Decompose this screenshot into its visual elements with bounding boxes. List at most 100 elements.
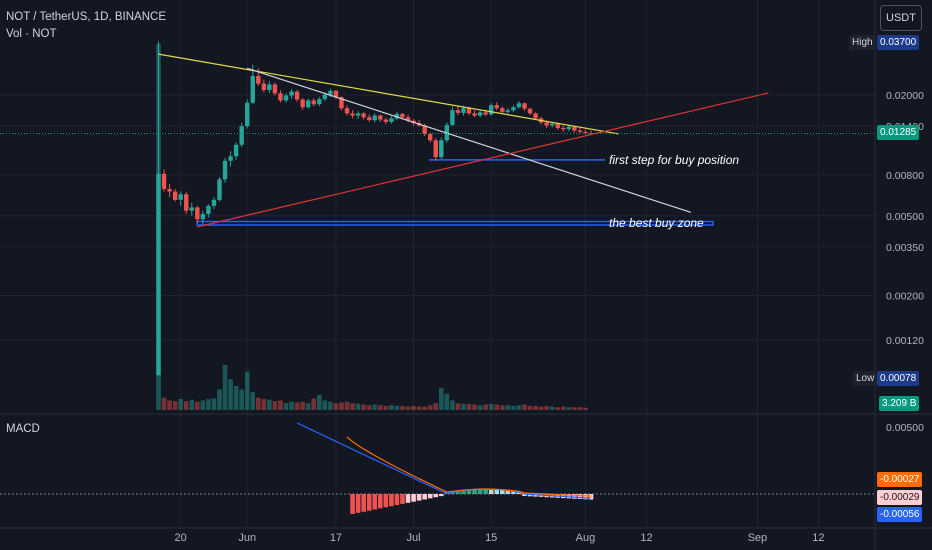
volume-bar — [416, 406, 422, 410]
volume-bar — [311, 398, 317, 410]
candle-body — [466, 108, 472, 114]
candle-body — [394, 113, 400, 119]
volume-bar — [244, 371, 250, 410]
candle-body — [572, 126, 577, 131]
candle-body — [294, 91, 300, 100]
volume-value-label: 3.209 B — [879, 396, 920, 411]
candle-body — [328, 90, 333, 95]
macd-histogram-bar — [533, 494, 538, 497]
macd-histogram-bar — [461, 490, 466, 494]
time-tick-label: 20 — [175, 532, 187, 544]
symbol-legend[interactable]: NOT / TetherUS, 1D, BINANCE — [6, 11, 166, 23]
candle-body — [577, 130, 583, 132]
macd-pane — [0, 422, 875, 514]
volume-bar — [444, 393, 450, 410]
candle-body — [511, 107, 516, 111]
macd-histogram-bar — [455, 490, 461, 494]
candle-body — [228, 156, 233, 161]
candle-body — [494, 105, 499, 109]
candle-body — [278, 93, 283, 101]
candle-body — [361, 113, 366, 118]
candle-body — [206, 205, 211, 215]
axes: 0.020000.014000.008000.005000.003500.002… — [175, 90, 925, 544]
volume-bar — [405, 406, 411, 410]
volume-bar — [317, 394, 322, 410]
volume-bar — [305, 403, 311, 410]
macd-legend[interactable]: MACD — [6, 423, 40, 435]
volume-bar — [583, 407, 588, 410]
candle-body — [239, 126, 244, 145]
volume-bar — [300, 401, 305, 410]
volume-bar — [538, 406, 544, 410]
macd-tick-label: 0.00500 — [886, 422, 924, 434]
candle-body — [505, 110, 511, 112]
macd-histogram-bar — [494, 489, 500, 494]
macd-histogram-bar — [450, 491, 455, 494]
candle-body — [372, 115, 377, 121]
volume-bar — [555, 407, 561, 410]
price-tick-label: 0.00200 — [886, 291, 924, 303]
volume-bar — [383, 405, 389, 410]
volume-bar — [261, 399, 267, 410]
volume-bar — [206, 399, 211, 410]
macd-signal-label: -0.00056 — [877, 507, 923, 522]
candle-body — [344, 108, 350, 114]
candle-body — [400, 113, 405, 118]
volume-bar — [494, 404, 500, 410]
candle-body — [211, 199, 217, 206]
price-tick-label: 0.00120 — [886, 335, 924, 347]
candle-body — [544, 122, 549, 126]
volume-bar — [483, 404, 488, 410]
macd-histogram-bar — [355, 494, 361, 513]
high-label: High — [849, 35, 876, 50]
trendlines: first step for buy position the best buy … — [0, 53, 875, 230]
candle-body — [527, 108, 533, 114]
candle-body — [516, 103, 522, 108]
macd-histogram-bar — [499, 490, 505, 494]
macd-histogram-bar — [361, 494, 366, 512]
volume-bar — [577, 407, 583, 410]
candle-body — [455, 110, 461, 113]
volume-bar — [533, 405, 538, 410]
macd-histogram-bar — [372, 494, 378, 510]
volume-bar — [544, 405, 549, 410]
volume-bar — [472, 404, 477, 410]
currency-unit-button[interactable]: USDT — [880, 5, 922, 31]
signal-line — [346, 436, 592, 497]
price-tick-label: 0.00800 — [886, 170, 924, 182]
volume-bar — [250, 392, 256, 410]
volume-legend[interactable]: Vol · NOT — [6, 28, 57, 40]
volume-bar — [322, 400, 328, 410]
time-tick-label: Sep — [748, 532, 768, 544]
volume-bar — [549, 406, 555, 410]
macd-histogram-bar — [350, 494, 355, 514]
volume-bars — [156, 44, 588, 410]
macd-histogram-label: -0.00027 — [877, 472, 923, 487]
volume-bar — [328, 401, 333, 410]
macd-histogram-bar — [378, 494, 383, 509]
candle-body — [250, 75, 255, 103]
volume-bar — [344, 401, 350, 410]
candle-body — [522, 103, 527, 109]
candle-body — [283, 95, 289, 101]
candle-body — [161, 173, 167, 189]
candle-body — [184, 194, 189, 211]
volume-bar — [572, 407, 577, 410]
candle-body — [383, 119, 389, 122]
volume-bar — [366, 405, 372, 410]
candle-body — [311, 100, 316, 105]
volume-bar — [172, 401, 178, 410]
volume-bar — [422, 406, 427, 410]
candle-body — [306, 100, 311, 108]
candle-body — [555, 123, 560, 128]
volume-bar — [477, 405, 483, 410]
candle-body — [189, 207, 194, 211]
volume-bar — [511, 405, 516, 410]
volume-bar — [433, 403, 439, 410]
macd-histogram-bar — [577, 494, 583, 499]
candle-body — [333, 90, 339, 98]
macd-histogram-bar — [433, 494, 439, 498]
macd-histogram-bar — [483, 489, 488, 494]
candle-body — [477, 112, 483, 116]
